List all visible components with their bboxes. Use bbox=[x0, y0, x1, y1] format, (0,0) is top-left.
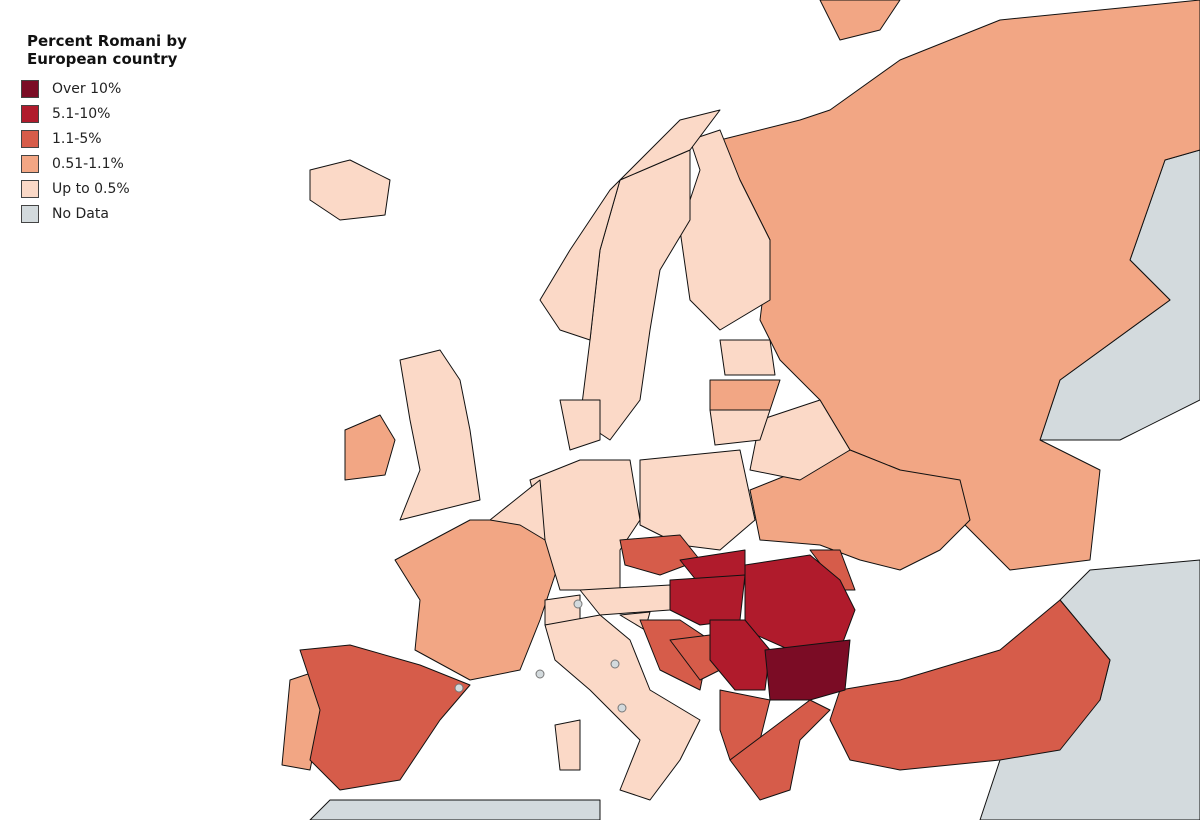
region bbox=[719, 339, 776, 376]
region bbox=[764, 639, 851, 701]
microstate bbox=[610, 659, 620, 669]
region bbox=[579, 149, 691, 441]
region bbox=[709, 409, 771, 446]
legend-swatch bbox=[21, 154, 39, 173]
region bbox=[749, 399, 851, 481]
region bbox=[709, 619, 771, 691]
region bbox=[579, 584, 671, 616]
region bbox=[719, 0, 1200, 571]
legend-label: Up to 0.5% bbox=[52, 180, 130, 197]
legend-swatch bbox=[21, 204, 39, 223]
legend-item: 5.1-10% bbox=[21, 101, 271, 126]
region bbox=[639, 449, 756, 551]
legend-swatch bbox=[21, 129, 39, 148]
legend-swatch bbox=[21, 79, 39, 98]
legend-label: Over 10% bbox=[52, 80, 122, 97]
legend-item: 0.51-1.1% bbox=[21, 151, 271, 176]
legend-item: No Data bbox=[21, 201, 271, 226]
microstate bbox=[617, 703, 627, 713]
legend-item: Over 10% bbox=[21, 76, 271, 101]
region bbox=[299, 644, 471, 791]
legend-title: Percent Romani by European country bbox=[27, 32, 187, 68]
legend-item: 1.1-5% bbox=[21, 126, 271, 151]
region bbox=[399, 349, 481, 521]
microstate bbox=[535, 669, 545, 679]
region bbox=[309, 159, 391, 221]
region bbox=[749, 449, 971, 571]
region bbox=[709, 379, 781, 411]
microstate bbox=[573, 599, 583, 609]
region bbox=[729, 699, 831, 801]
region bbox=[309, 799, 601, 820]
region bbox=[529, 459, 641, 591]
legend-swatch bbox=[21, 104, 39, 123]
region bbox=[554, 719, 581, 771]
legend-label: 0.51-1.1% bbox=[52, 155, 124, 172]
microstate bbox=[454, 683, 464, 693]
region bbox=[539, 109, 721, 341]
legend-item: Up to 0.5% bbox=[21, 176, 271, 201]
legend-label: 1.1-5% bbox=[52, 130, 102, 147]
legend-swatch bbox=[21, 179, 39, 198]
legend-label: No Data bbox=[52, 205, 109, 222]
region bbox=[489, 479, 546, 541]
region bbox=[559, 399, 601, 451]
region bbox=[819, 0, 901, 41]
region bbox=[619, 534, 701, 576]
region bbox=[344, 414, 396, 481]
region bbox=[829, 599, 1111, 771]
region bbox=[394, 519, 561, 681]
region bbox=[669, 574, 746, 626]
legend: Percent Romani by European country Over … bbox=[21, 32, 271, 226]
legend-label: 5.1-10% bbox=[52, 105, 111, 122]
